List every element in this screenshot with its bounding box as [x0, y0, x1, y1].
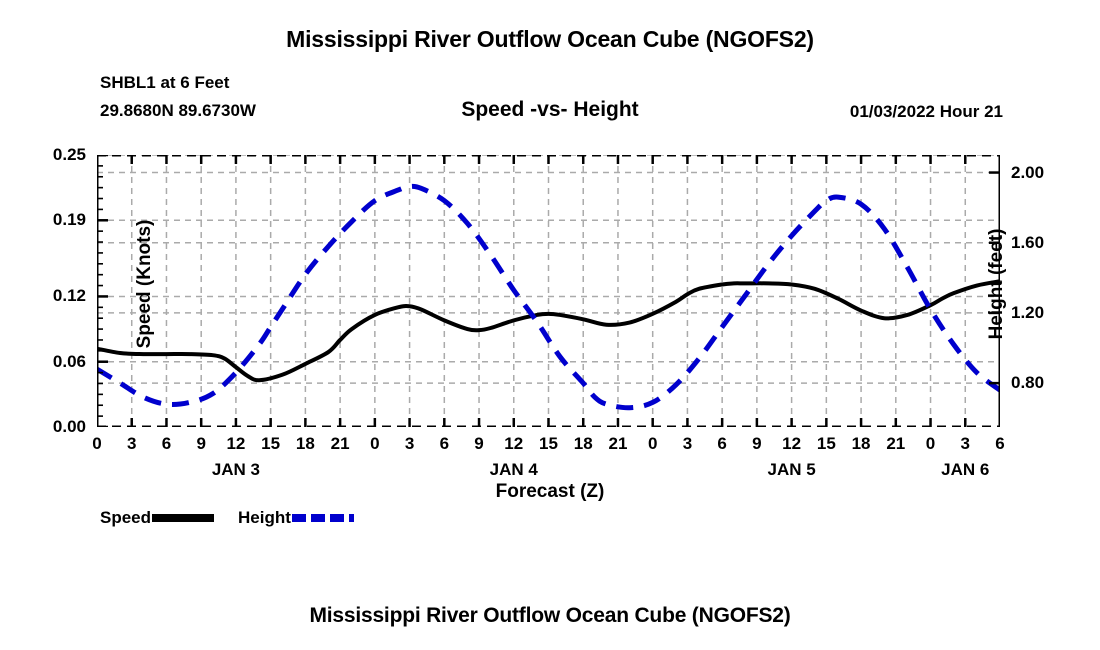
plot-area: Speed (Knots) Height (feet) 0.00 0.06 0.12…: [53, 145, 1044, 479]
x-tick-label: 0: [92, 434, 102, 453]
y-axis-left-label: Speed (Knots): [134, 219, 155, 349]
x-tick-label: 9: [474, 434, 484, 453]
legend-item-height: Height: [238, 508, 378, 528]
x-tick-label: 3: [960, 434, 970, 453]
page-title-bottom: Mississippi River Outflow Ocean Cube (NG…: [309, 604, 791, 627]
legend-label-height: Height: [238, 508, 291, 527]
series-line-speed: [97, 279, 1000, 383]
y-tick-left-0.06: 0.06: [52, 351, 86, 371]
x-tick-label: 15: [261, 434, 281, 453]
x-tick-label: 9: [752, 434, 762, 453]
x-tick-label: 0: [647, 434, 658, 453]
x-tick-label: 6: [161, 434, 172, 453]
x-tick-label: 18: [851, 434, 871, 453]
x-tick-label: 18: [573, 434, 593, 453]
x-tick-label: 6: [717, 434, 727, 453]
y-tick-left-0.12: 0.12: [52, 286, 86, 306]
plot-canvas: [97, 155, 1000, 427]
station-coordinates: 29.8680N 89.6730W: [100, 101, 256, 120]
y-tick-right-2.00: 2.00: [1011, 162, 1045, 182]
legend-item-speed: Speed: [100, 508, 238, 528]
chart-legend: Speed Height: [100, 508, 378, 528]
x-tick-label: 6: [439, 434, 450, 453]
x-day-label: JAN 5: [767, 460, 816, 479]
x-tick-label: 15: [816, 434, 836, 453]
x-tick-label: 12: [782, 434, 802, 453]
x-tick-label: 3: [682, 434, 693, 453]
y-tick-right-1.20: 1.20: [1011, 302, 1045, 322]
y-axis-right-label: Height (feet): [986, 228, 1007, 340]
x-tick-label: 12: [226, 434, 246, 453]
station-name: SHBL1 at 6 Feet: [100, 73, 230, 92]
series-line-height: [97, 183, 1000, 411]
x-tick-label: 0: [370, 434, 380, 453]
y-tick-left-0.19: 0.19: [52, 210, 86, 230]
legend-swatch-height: [291, 514, 354, 522]
x-tick-label: 21: [608, 434, 628, 453]
y-tick-left-0.25: 0.25: [52, 145, 86, 164]
x-tick-label: 21: [886, 434, 906, 453]
x-day-label: JAN 4: [489, 460, 538, 479]
x-tick-label: 3: [126, 434, 137, 453]
x-tick-label: 15: [539, 434, 558, 453]
chart-subtitle: Speed -vs- Height: [461, 98, 639, 121]
x-tick-label: 0: [925, 434, 936, 453]
legend-swatch-speed: [152, 514, 215, 522]
x-tick-label: 21: [330, 434, 350, 453]
model-run-time: 01/03/2022 Hour 21: [849, 102, 1003, 121]
x-tick-label: 18: [295, 434, 315, 453]
x-axis-label: Forecast (Z): [495, 481, 605, 502]
legend-label-speed: Speed: [100, 508, 152, 527]
y-tick-left-0.00: 0.00: [52, 417, 86, 436]
x-tick-label: 12: [504, 434, 524, 453]
x-tick-label: 3: [404, 434, 415, 453]
x-tick-label: 6: [995, 434, 1005, 453]
x-day-label: JAN 3: [211, 460, 261, 479]
y-tick-right-0.80: 0.80: [1011, 373, 1045, 393]
y-tick-right-1.60: 1.60: [1011, 232, 1045, 252]
x-day-label: JAN 6: [941, 460, 990, 479]
x-tick-label: 9: [196, 434, 206, 453]
page-title-top: Mississippi River Outflow Ocean Cube (NG…: [286, 26, 814, 52]
